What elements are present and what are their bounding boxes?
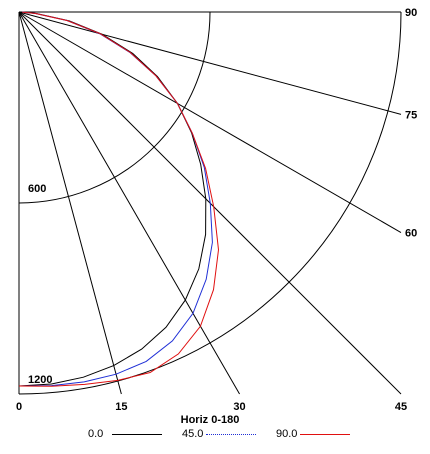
spoke-75 — [18, 11, 402, 115]
legend-swatch — [112, 434, 162, 435]
chart-labels: 0 15 30 45 60 75 90 600 1200 Horiz 0-180 — [16, 7, 417, 424]
ring-label: 600 — [28, 183, 46, 195]
tick-label-right: 90 — [405, 7, 417, 19]
ring-label: 1200 — [28, 374, 52, 386]
legend-label: 0.0 — [88, 428, 104, 440]
tick-label-right: 75 — [405, 109, 417, 121]
spoke-60 — [18, 11, 402, 233]
legend-swatch — [206, 434, 256, 435]
series-line-2 — [18, 11, 220, 387]
tick-label-bottom: 45 — [395, 401, 407, 413]
series-line-0 — [18, 11, 207, 387]
tick-label-bottom: 0 — [16, 401, 22, 413]
legend: 0.0 45.0 90.0 — [0, 424, 430, 446]
x-axis-label: Horiz 0-180 — [181, 414, 240, 424]
tick-label-bottom: 30 — [233, 401, 245, 413]
tick-label-right: 60 — [405, 228, 417, 240]
spoke-30 — [18, 11, 240, 395]
tick-label-bottom: 15 — [115, 401, 127, 413]
chart-series — [18, 11, 220, 387]
polar-chart: 0 15 30 45 60 75 90 600 1200 Horiz 0-180 — [16, 7, 417, 424]
spoke-15 — [18, 11, 122, 395]
legend-swatch — [300, 434, 350, 435]
legend-label: 90.0 — [276, 428, 298, 440]
legend-label: 45.0 — [182, 428, 204, 440]
